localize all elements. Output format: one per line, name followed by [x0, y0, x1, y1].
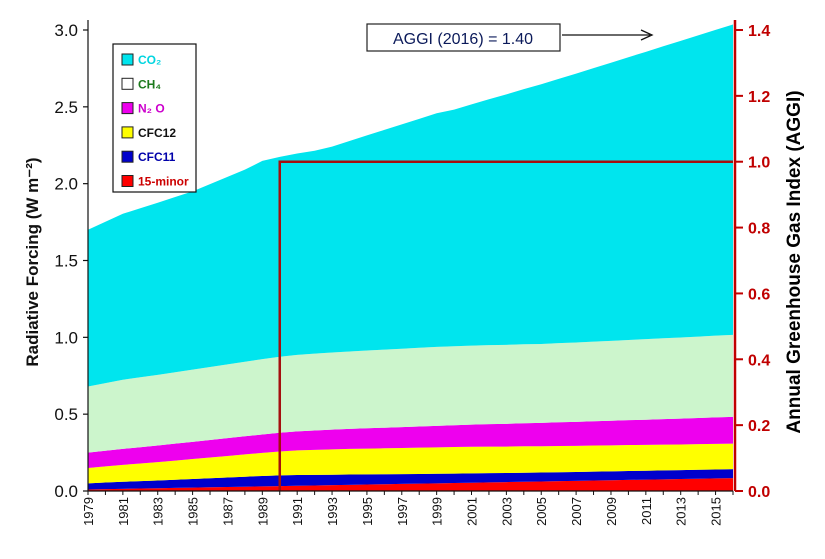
legend-swatch	[121, 53, 134, 66]
aggi-reference-box	[278, 160, 733, 491]
legend-label: 15-minor	[138, 175, 189, 189]
y-right-tick-label: 1.4	[748, 23, 770, 40]
y-right-tick-label: 0.8	[748, 221, 770, 238]
y-axis-label-right: Annual Greenhouse Gas Index (AGGI)	[784, 90, 805, 433]
y-right-tick-label: 0.2	[748, 418, 770, 435]
legend-label: CFC11	[138, 150, 176, 164]
y-tick-label: 1.5	[54, 252, 78, 271]
x-tick-label: 1993	[325, 497, 340, 526]
annotation-text: AGGI (2016) = 1.40	[393, 31, 533, 48]
stacked-areas	[88, 24, 733, 491]
y-tick-label: 0.0	[54, 482, 78, 501]
x-tick-label: 1995	[360, 497, 375, 526]
x-tick-label: 2013	[674, 497, 689, 526]
x-tick-label: 2001	[465, 497, 480, 526]
legend-swatch	[121, 77, 134, 90]
y-tick-label: 1.0	[54, 328, 78, 347]
reference-line	[278, 160, 733, 491]
y-right-tick-label: 0.4	[748, 352, 770, 369]
x-tick-label: 2011	[639, 497, 654, 525]
x-tick-label: 2007	[569, 497, 584, 526]
x-tick-label: 2005	[534, 497, 549, 526]
x-tick-label: 1999	[430, 497, 445, 526]
x-tick-label: 1979	[81, 497, 96, 526]
y-tick-label: 2.5	[54, 98, 78, 117]
y-right-tick-label: 0.6	[748, 286, 770, 303]
x-tick-label: 1997	[395, 497, 410, 526]
x-tick-label: 1983	[151, 497, 166, 526]
annotation-arrowhead	[640, 29, 654, 41]
x-tick-label: 1989	[255, 497, 270, 526]
x-tick-label: 1987	[220, 497, 235, 526]
y-tick-label: 3.0	[54, 21, 78, 40]
area-15-minor	[88, 478, 733, 491]
y-tick-label: 2.0	[54, 175, 78, 194]
area-cfc12	[88, 443, 733, 484]
x-tick-label: 2015	[709, 497, 724, 526]
axes: 0.0 0.5 1.0 1.5 2.0 2.5 3.0 0.0 0.2 0.4 0.6 0.8 1.0 1…	[54, 20, 770, 526]
area-cfc11	[88, 469, 733, 490]
legend-label: CO₂	[138, 53, 161, 67]
legend-box	[112, 43, 197, 193]
x-tick-label: 1985	[186, 497, 201, 526]
legend-swatch	[121, 126, 134, 139]
area-co2	[88, 24, 733, 387]
area-n2o	[88, 416, 733, 468]
y-tick-label: 0.5	[54, 405, 78, 424]
legend-label: CFC12	[138, 126, 176, 140]
x-tick-label: 1991	[290, 497, 305, 526]
legend: CO₂ CH₄ N₂ O CFC12 CFC11 15-minor	[112, 43, 197, 193]
x-tick-label: 1981	[116, 497, 131, 526]
annotation: AGGI (2016) = 1.40	[366, 23, 654, 52]
legend-swatch	[121, 175, 134, 187]
x-tick-label: 2009	[604, 497, 619, 526]
y-right-tick-label: 0.0	[748, 484, 770, 501]
area-ch4	[88, 334, 733, 453]
legend-label: CH₄	[138, 77, 161, 91]
y-right-tick-label: 1.2	[748, 89, 770, 106]
annotation-box	[366, 23, 561, 52]
x-tick-label: 2003	[499, 497, 514, 526]
y-axis-label-left: Radiative Forcing (W m⁻²)	[23, 157, 42, 366]
legend-swatch	[121, 102, 134, 115]
y-right-tick-label: 1.0	[748, 155, 770, 172]
legend-label: N₂ O	[138, 102, 165, 116]
legend-swatch	[121, 150, 134, 163]
